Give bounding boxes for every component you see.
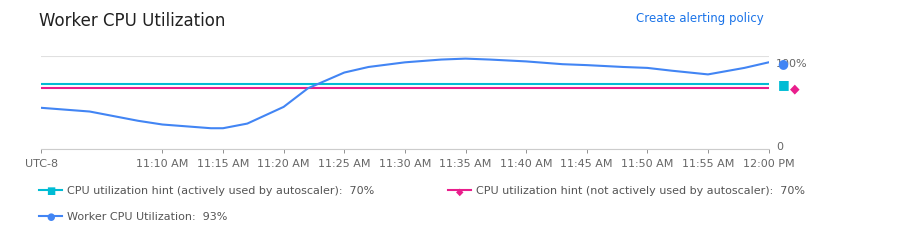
Text: ■: ■ <box>778 78 790 91</box>
Text: CPU utilization hint (actively used by autoscaler):  70%: CPU utilization hint (actively used by a… <box>67 185 374 196</box>
Text: ◆: ◆ <box>790 82 800 95</box>
Text: ●: ● <box>47 211 55 221</box>
Text: 0: 0 <box>776 142 783 152</box>
Text: ■: ■ <box>46 185 56 196</box>
Text: ●: ● <box>778 57 789 70</box>
Text: Worker CPU Utilization:  93%: Worker CPU Utilization: 93% <box>67 211 227 221</box>
Text: Create alerting policy: Create alerting policy <box>636 12 764 24</box>
Text: Worker CPU Utilization: Worker CPU Utilization <box>39 12 226 30</box>
Text: CPU utilization hint (not actively used by autoscaler):  70%: CPU utilization hint (not actively used … <box>476 185 805 196</box>
Text: 100%: 100% <box>776 58 808 69</box>
Text: ◆: ◆ <box>456 185 464 196</box>
